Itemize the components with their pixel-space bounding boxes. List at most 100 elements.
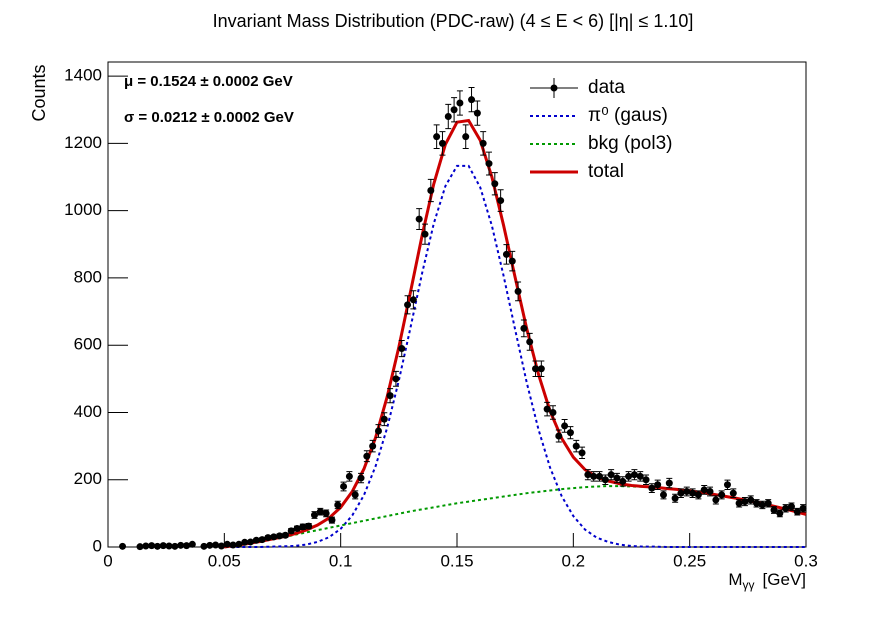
data-point <box>276 532 284 540</box>
data-point <box>171 542 179 550</box>
data-point <box>596 472 604 480</box>
data-point <box>409 296 417 304</box>
legend-label: bkg (pol3) <box>588 133 673 154</box>
fit-curve <box>224 485 807 548</box>
data-point <box>148 542 156 550</box>
data-point <box>625 472 633 480</box>
data-point <box>508 257 516 265</box>
fit-curve <box>224 164 806 548</box>
y-axis-label: Counts <box>29 64 49 121</box>
data-point <box>351 491 359 499</box>
data-point <box>345 472 353 480</box>
data-point <box>229 541 237 549</box>
data-point <box>770 506 778 514</box>
data-point <box>694 491 702 499</box>
data-point <box>747 496 755 504</box>
data-point <box>613 474 621 482</box>
y-tick-label: 1200 <box>64 133 102 152</box>
y-tick-label: 1400 <box>64 66 102 85</box>
data-point <box>374 427 382 435</box>
data-point <box>363 452 371 460</box>
data-point <box>247 538 255 546</box>
x-label-unit: [GeV] <box>763 570 806 589</box>
data-point <box>159 542 167 550</box>
data-point <box>723 481 731 489</box>
data-point <box>741 498 749 506</box>
x-tick-label: 0.05 <box>208 551 241 570</box>
x-tick-label: 0.25 <box>673 551 706 570</box>
data-point <box>217 542 225 550</box>
data-point <box>677 489 685 497</box>
data-point <box>671 494 679 502</box>
data-point <box>491 180 499 188</box>
data-point <box>305 522 313 530</box>
data-point <box>369 442 377 450</box>
data-point <box>322 509 330 517</box>
data-point <box>468 96 476 104</box>
data-point <box>665 479 673 487</box>
data-point <box>718 491 726 499</box>
legend-label: data <box>588 77 625 98</box>
data-point <box>619 477 627 485</box>
data-point <box>735 499 743 507</box>
data-point <box>787 503 795 511</box>
legend-swatch <box>550 84 558 92</box>
data-point <box>142 542 150 550</box>
data-point <box>165 542 173 550</box>
data-point <box>799 504 807 512</box>
data-point <box>782 504 790 512</box>
data-point <box>753 499 761 507</box>
data-point <box>398 345 406 353</box>
x-label-sub: γγ <box>743 578 755 592</box>
legend-label: total <box>588 161 624 182</box>
x-tick-label: 0.2 <box>562 551 586 570</box>
y-tick-label: 1000 <box>64 200 102 219</box>
y-tick-label: 600 <box>74 335 102 354</box>
data-point <box>549 408 557 416</box>
data-point <box>357 474 365 482</box>
data-point <box>648 484 656 492</box>
data-point <box>153 542 161 550</box>
chart-title: Invariant Mass Distribution (PDC-raw) (4… <box>213 11 694 31</box>
data-point <box>607 471 615 479</box>
data-point <box>642 476 650 484</box>
data-point <box>636 472 644 480</box>
data-point <box>456 99 464 107</box>
data-point <box>258 536 266 544</box>
data-point <box>119 542 127 550</box>
data-point <box>793 508 801 516</box>
data-point <box>183 542 191 550</box>
data-point <box>659 491 667 499</box>
data-point <box>450 106 458 114</box>
data-point <box>473 109 481 117</box>
sigma-annotation: σ = 0.0212 ± 0.0002 GeV <box>124 109 294 126</box>
data-point <box>485 160 493 168</box>
data-point <box>712 496 720 504</box>
data-point <box>561 422 569 430</box>
data-point <box>776 509 784 517</box>
data-point <box>706 488 714 496</box>
data-point <box>438 139 446 147</box>
data-point <box>543 405 551 413</box>
data-point <box>299 523 307 531</box>
data-point <box>386 392 394 400</box>
data-point <box>683 488 691 496</box>
data-point <box>188 540 196 548</box>
y-tick-label: 0 <box>93 536 102 555</box>
data-point <box>380 415 388 423</box>
data-point <box>526 338 534 346</box>
data-point <box>462 133 470 141</box>
data-point <box>601 476 609 484</box>
y-tick-label: 400 <box>74 402 102 421</box>
x-tick-label: 0.3 <box>794 551 818 570</box>
data-point <box>630 471 638 479</box>
x-tick-label: 0.1 <box>329 551 353 570</box>
data-point <box>421 230 429 238</box>
x-tick-label: 0 <box>103 551 112 570</box>
data-point <box>316 508 324 516</box>
x-axis-label: Mγγ [GeV] <box>728 570 806 592</box>
y-tick-label: 200 <box>74 469 102 488</box>
data-point <box>520 324 528 332</box>
data-point <box>293 525 301 533</box>
